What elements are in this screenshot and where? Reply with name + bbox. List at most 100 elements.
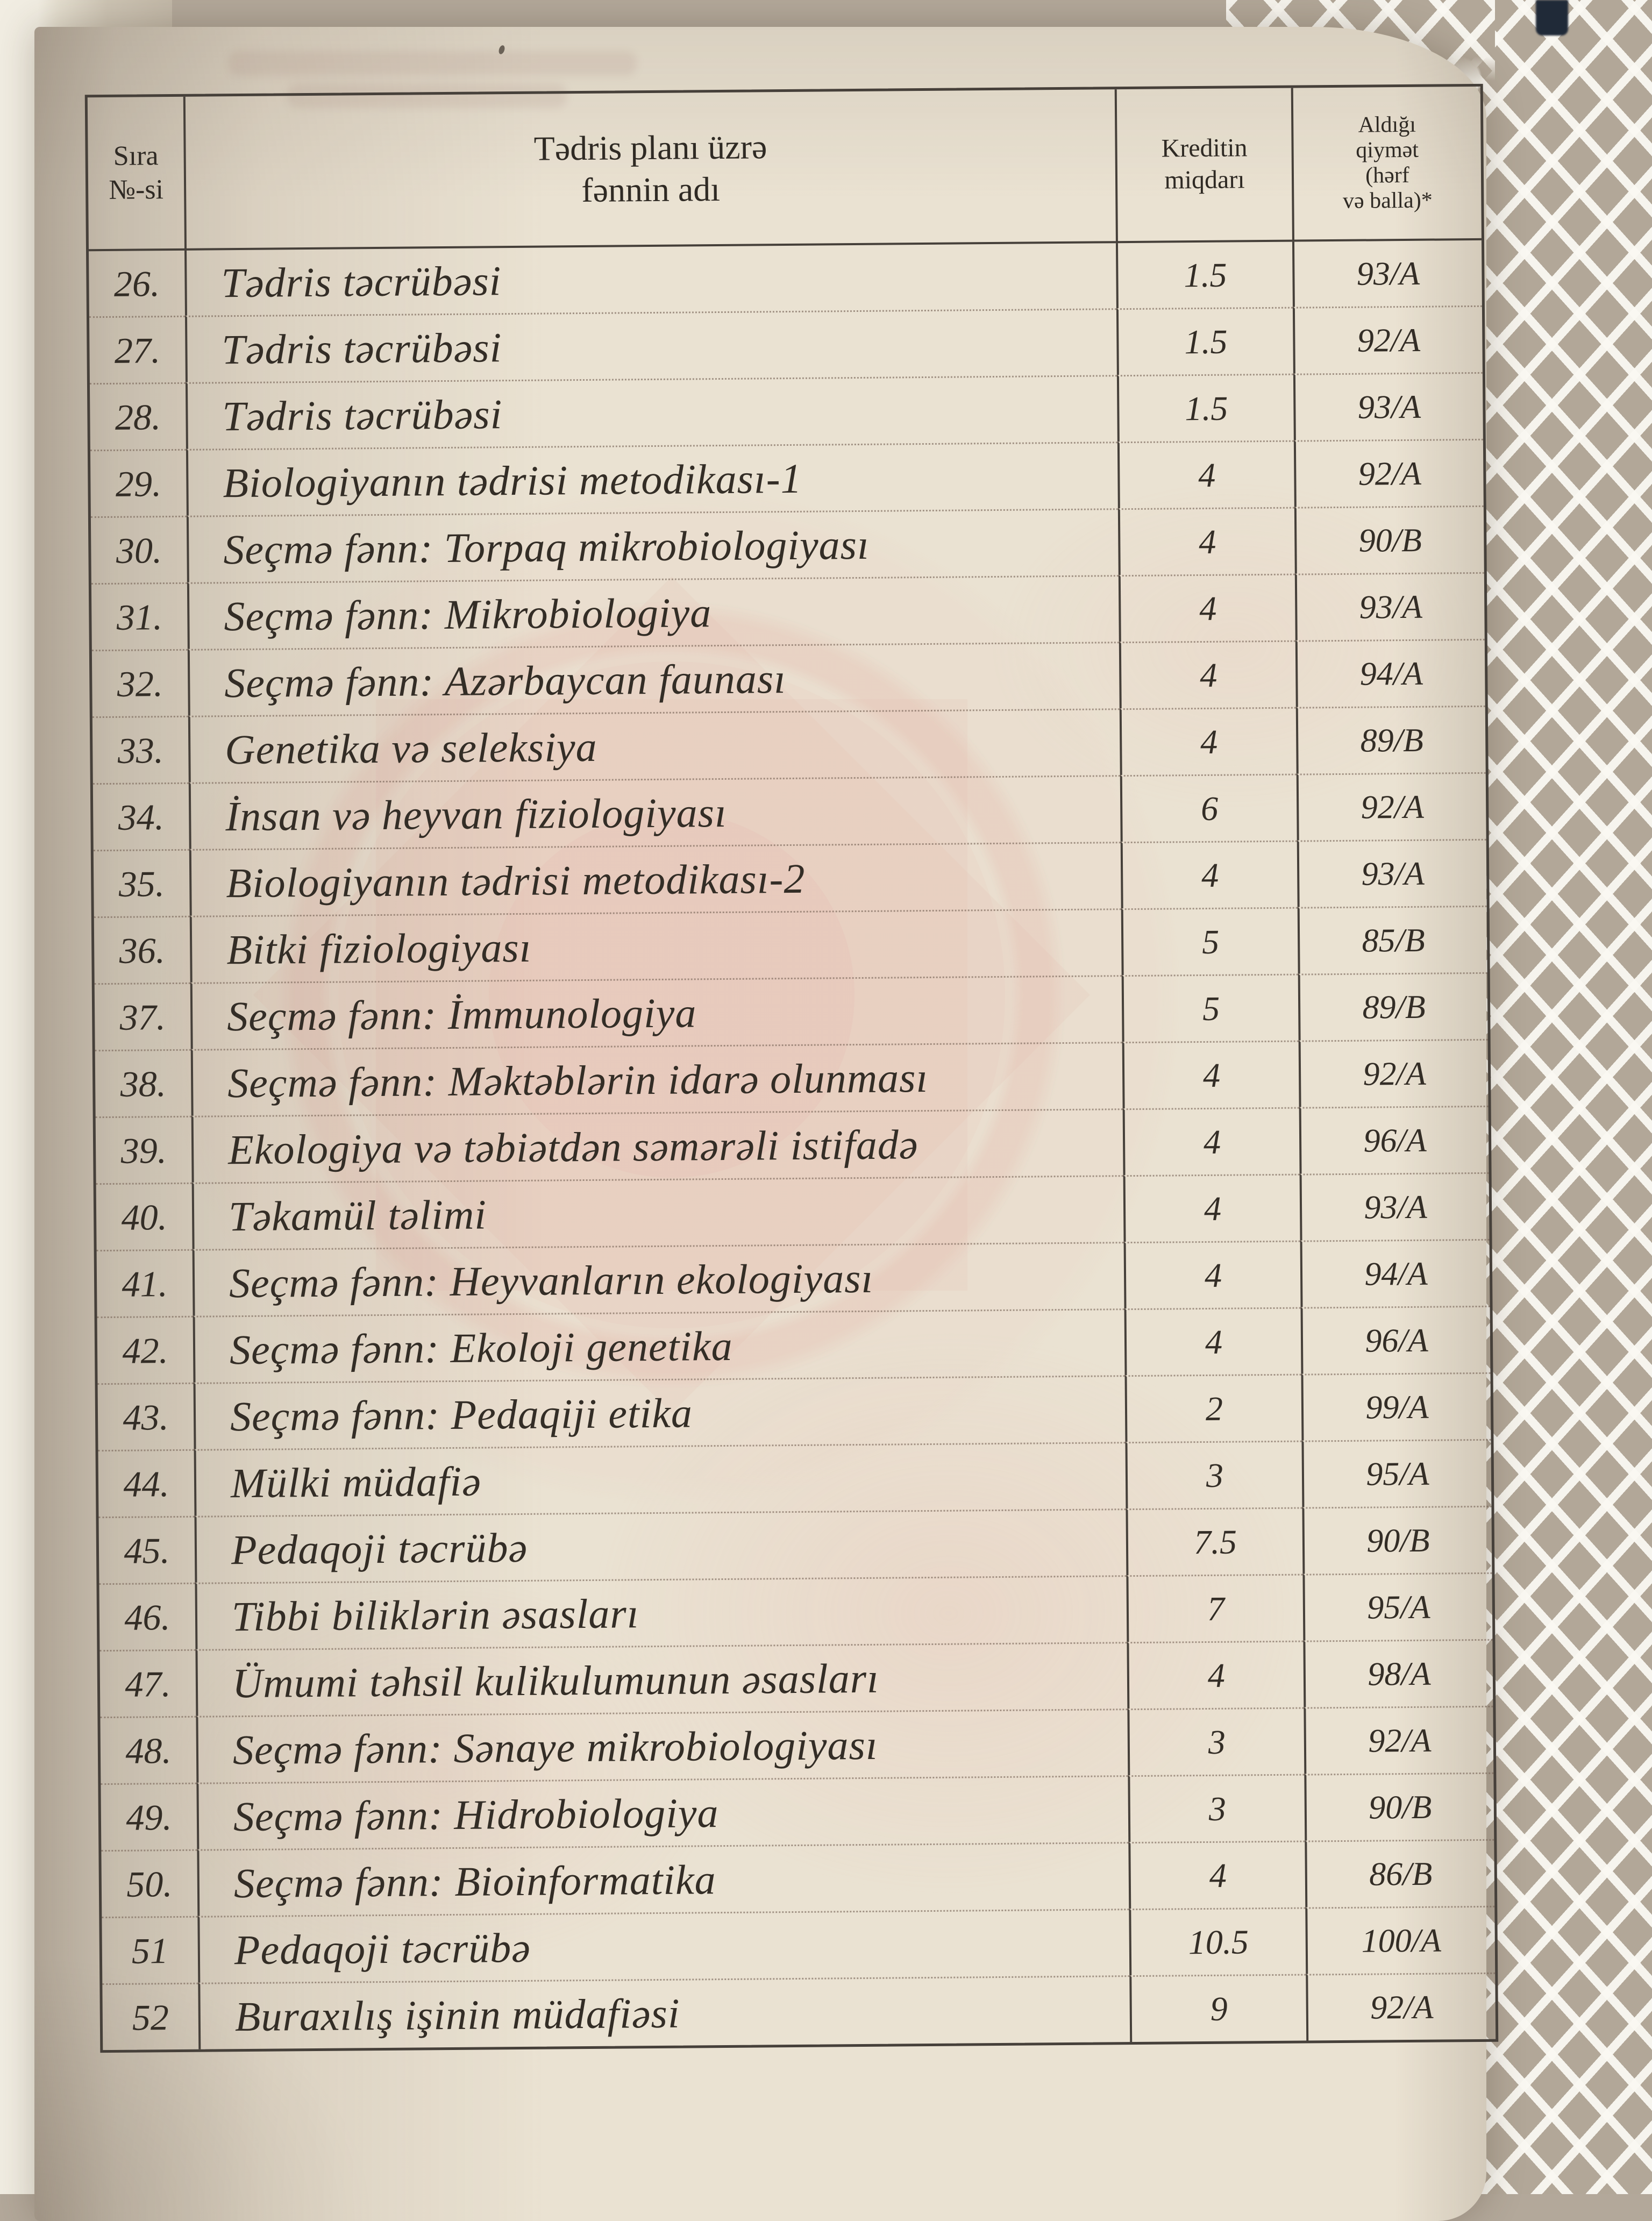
row-number: 29. xyxy=(90,449,187,517)
ink-bleedthrough-smudge xyxy=(287,83,567,108)
credit-value: 6 xyxy=(1120,773,1297,842)
course-name: Ümumi təhsil kulikulumunun əsasları xyxy=(195,1642,1128,1716)
grade-value: 96/A xyxy=(1299,1105,1489,1174)
course-name: Pedaqoji təcrübə xyxy=(194,1508,1127,1583)
credit-value: 1.5 xyxy=(1115,241,1293,309)
row-number: 51 xyxy=(102,1916,198,1984)
grade-value: 96/A xyxy=(1300,1305,1491,1374)
grade-value: 95/A xyxy=(1301,1439,1492,1507)
course-name: Seçmə fənn: Ekoloji genetika xyxy=(193,1308,1125,1383)
grade-value: 92/A xyxy=(1293,438,1484,507)
courses-table: Sıra №-si Tədris planı üzrə fənnin adı K… xyxy=(84,83,1499,2053)
course-name: Seçmə fənn: Heyvanların ekologiyası xyxy=(192,1242,1124,1316)
credit-value: 7.5 xyxy=(1126,1507,1303,1576)
transcript-page xyxy=(34,27,1486,2221)
row-number: 37. xyxy=(94,982,191,1050)
grade-value: 100/A xyxy=(1305,1905,1496,1974)
course-name: Seçmə fənn: Azərbaycan faunası xyxy=(187,642,1120,716)
credit-value: 9 xyxy=(1129,1974,1307,2042)
course-name: Genetika və seleksiya xyxy=(188,708,1120,782)
credit-value: 2 xyxy=(1124,1373,1302,1442)
grade-value: 98/A xyxy=(1303,1639,1493,1707)
course-name: Seçmə fənn: Pedaqiji etika xyxy=(193,1375,1126,1449)
row-number: 43. xyxy=(97,1382,194,1450)
ink-bleedthrough-smudge xyxy=(228,51,637,76)
course-name: Seçmə fənn: Torpaq mikrobiologiyası xyxy=(186,508,1119,582)
row-number: 47. xyxy=(99,1649,196,1717)
grade-value: 95/A xyxy=(1302,1572,1493,1641)
row-number: 31. xyxy=(91,582,188,650)
grade-value: 85/B xyxy=(1297,905,1487,974)
credit-value: 5 xyxy=(1121,973,1299,1042)
row-number: 45. xyxy=(98,1515,195,1584)
course-name: Seçmə fənn: Sənaye mikrobiologiyası xyxy=(196,1709,1128,1783)
grade-value: 92/A xyxy=(1292,305,1483,374)
grade-value: 90/B xyxy=(1304,1772,1494,1841)
header-course-name: Tədris planı üzrə fənnin adı xyxy=(183,89,1116,251)
credit-value: 4 xyxy=(1122,1107,1300,1176)
course-name: Ekologiya və təbiətdən səmərəli istifadə xyxy=(191,1108,1123,1183)
credit-value: 4 xyxy=(1119,640,1296,709)
row-number: 39. xyxy=(95,1115,192,1184)
credit-value: 4 xyxy=(1127,1640,1304,1709)
header-grade-received: Aldığı qiymət (hərf və balla)* xyxy=(1291,86,1482,242)
grade-value: 86/B xyxy=(1305,1839,1495,1907)
credit-value: 4 xyxy=(1122,1040,1299,1109)
grade-value: 93/A xyxy=(1292,240,1482,307)
course-name: Pedaqoji təcrübə xyxy=(197,1909,1130,1983)
credit-value: 4 xyxy=(1123,1173,1300,1242)
header-credit-amount: Kreditin miqdarı xyxy=(1114,88,1292,244)
credit-value: 4 xyxy=(1120,840,1298,909)
credit-value: 3 xyxy=(1127,1707,1305,1776)
page-fold-shadow xyxy=(34,27,1486,2221)
grade-value: 94/A xyxy=(1300,1238,1490,1307)
course-name: Mülki müdafiə xyxy=(194,1442,1126,1516)
course-name: Seçmə fənn: Məktəblərin idarə olunması xyxy=(190,1042,1123,1116)
credit-value: 4 xyxy=(1117,507,1295,575)
row-number: 33. xyxy=(92,715,189,784)
credit-value: 3 xyxy=(1125,1440,1302,1509)
grade-value: 92/A xyxy=(1298,1038,1489,1107)
credit-value: 1.5 xyxy=(1116,373,1294,442)
course-name: Biologiyanın tədrisi metodikası-2 xyxy=(189,842,1121,916)
row-number: 52 xyxy=(102,1982,199,2051)
watermark-star-shape xyxy=(376,699,967,1291)
grade-value: 99/A xyxy=(1301,1372,1491,1441)
row-number: 40. xyxy=(96,1182,193,1250)
row-number: 42. xyxy=(97,1315,194,1384)
course-name: Seçmə fənn: Hidrobiologiya xyxy=(196,1775,1129,1849)
course-name: Seçmə fənn: İmmunologiya xyxy=(190,975,1122,1049)
course-name: Bitki fiziologiyası xyxy=(189,908,1122,983)
row-number: 46. xyxy=(99,1582,196,1650)
course-name: Seçmə fənn: Mikrobiologiya xyxy=(187,575,1119,649)
grade-value: 89/B xyxy=(1295,705,1486,774)
row-number: 32. xyxy=(91,649,188,717)
row-number: 41. xyxy=(96,1249,193,1317)
course-name: Buraxılış işinin müdafiəsi xyxy=(198,1975,1130,2049)
row-number: 28. xyxy=(89,382,186,450)
credit-value: 4 xyxy=(1123,1240,1301,1309)
row-number: 36. xyxy=(94,915,190,984)
grade-value: 93/A xyxy=(1299,1172,1490,1241)
credit-value: 3 xyxy=(1128,1774,1305,1842)
row-number: 35. xyxy=(93,849,190,917)
header-row-number: Sıra №-si xyxy=(87,96,185,252)
course-name: İnsan və heyvan fiziologiyası xyxy=(188,775,1121,849)
row-number: 50. xyxy=(101,1849,198,1917)
course-name: Tibbi biliklərin əsasları xyxy=(195,1575,1127,1649)
credit-value: 10.5 xyxy=(1129,1907,1306,1976)
credit-value: 5 xyxy=(1121,907,1298,976)
credit-value: 4 xyxy=(1128,1840,1306,1909)
grade-value: 93/A xyxy=(1297,838,1487,907)
grade-value: 89/B xyxy=(1298,972,1488,1041)
grade-value: 90/B xyxy=(1302,1505,1492,1574)
course-name: Təkamül təlimi xyxy=(191,1175,1124,1249)
row-number: 48. xyxy=(100,1715,197,1784)
credit-value: 4 xyxy=(1118,573,1295,642)
credit-value: 4 xyxy=(1119,707,1297,775)
row-number: 49. xyxy=(101,1782,197,1850)
course-name: Seçmə fənn: Bioinformatika xyxy=(197,1842,1129,1916)
credit-value: 4 xyxy=(1124,1307,1301,1376)
course-name: Tədris təcrübəsi xyxy=(184,308,1117,382)
